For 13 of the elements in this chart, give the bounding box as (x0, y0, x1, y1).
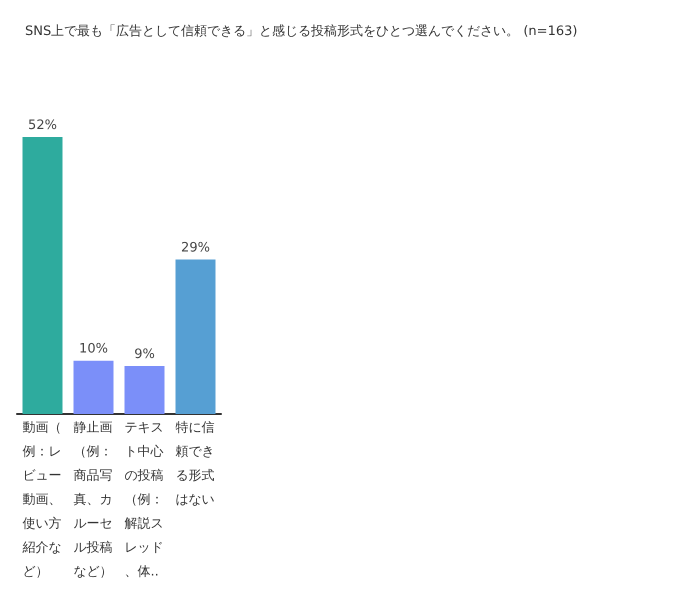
x-tick-label: 動画（例：レビュー動画、使い方紹介など） (22, 420, 62, 580)
x-tick-label: 静止画（例：商品写真、カルーセル投稿など） (74, 420, 112, 580)
data-label: 52% (28, 118, 57, 133)
data-label: 29% (181, 240, 210, 256)
bar (124, 366, 164, 414)
data-label: 10% (79, 342, 108, 357)
text: SNS上で最も「広告として信頼できる」と感じる投稿形式をひとつ選んでください。 (n=163) (25, 23, 578, 39)
x-tick-label: テキスト中心の投稿（例：解説スレッド、体.. (124, 420, 164, 580)
bar (22, 137, 62, 414)
x-tick-label: 特に信頼できる形式はない (176, 420, 214, 508)
bar (176, 260, 216, 414)
data-label: 9% (134, 347, 155, 362)
bar (74, 360, 114, 414)
